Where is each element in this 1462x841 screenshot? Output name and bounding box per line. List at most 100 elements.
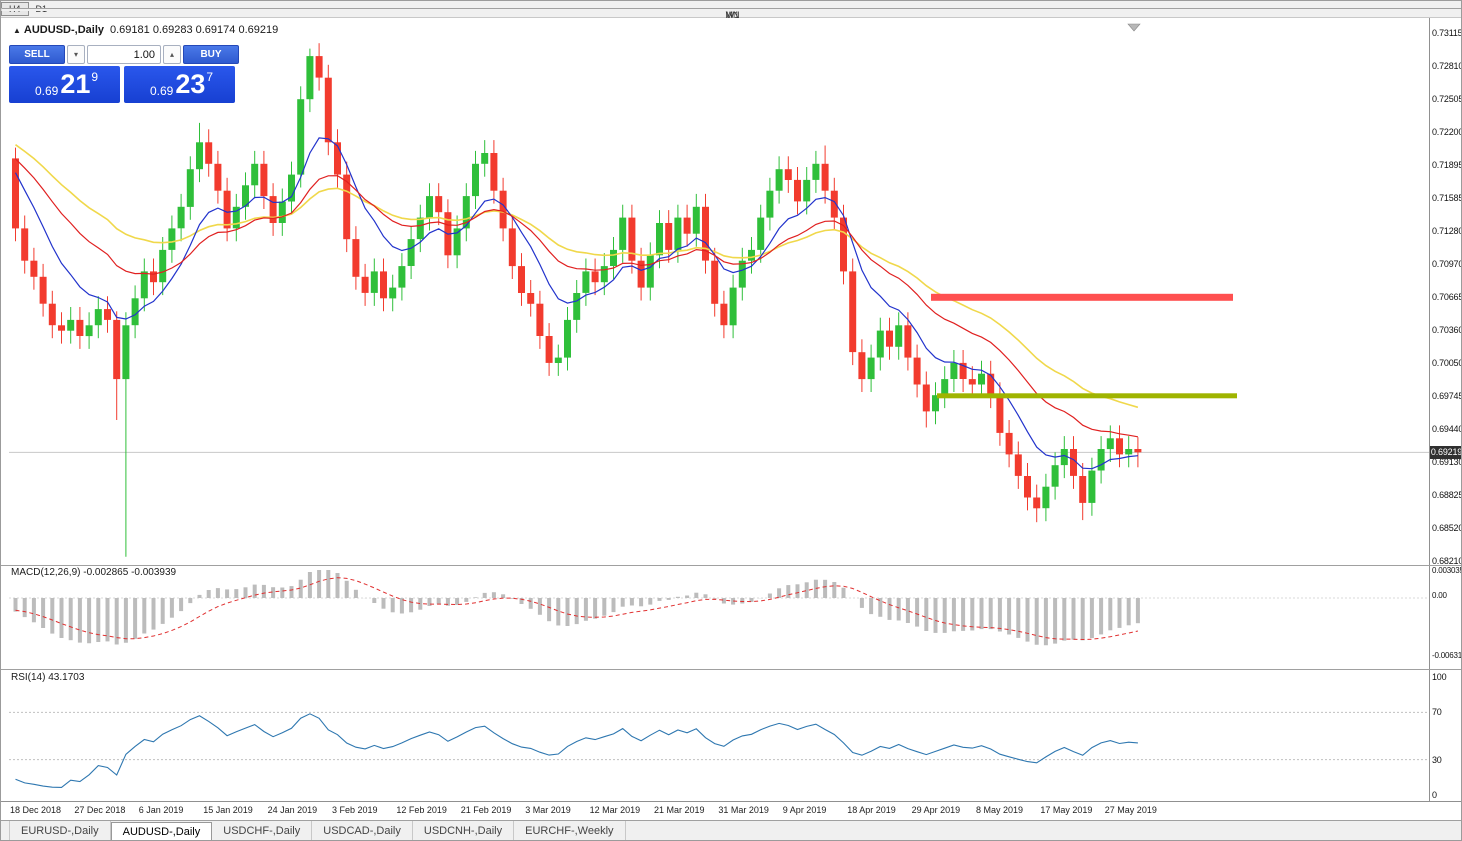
date-axis-label: 3 Feb 2019 <box>332 805 378 815</box>
candle-body <box>398 266 406 288</box>
date-axis-label: 27 May 2019 <box>1104 805 1157 815</box>
buy-price-main: 23 <box>175 69 206 99</box>
candle-body <box>748 249 755 261</box>
chart-shift-marker-icon[interactable] <box>1127 23 1141 32</box>
candle-body <box>168 228 176 250</box>
volume-input[interactable] <box>87 45 161 64</box>
panel-separator <box>1 565 1461 566</box>
rsi-line <box>15 713 1138 788</box>
trade-controls-row: SELL ▾ ▴ BUY <box>9 45 239 64</box>
price-scale-label: 0.70970 <box>1432 259 1462 269</box>
candle-body <box>1125 449 1133 455</box>
candle-body <box>324 77 332 143</box>
rsi-name: RSI(14) <box>11 672 46 683</box>
macd-values: -0.002865 -0.003939 <box>83 567 177 578</box>
candles <box>12 43 1142 557</box>
ma-medium-line <box>15 158 1139 438</box>
candle-body <box>113 319 121 380</box>
price-scale-label: 0.72505 <box>1432 94 1462 104</box>
price-scale[interactable] <box>1429 17 1461 801</box>
candle-body <box>619 217 627 250</box>
candle-body <box>1005 432 1013 455</box>
timeframe-mn-button[interactable]: MN <box>1 7 1461 20</box>
chart-tab-usdchf[interactable]: USDCHF-,Daily <box>212 821 313 840</box>
candle-body <box>591 271 599 283</box>
price-scale-label: 0.70665 <box>1432 292 1462 302</box>
candle-body <box>803 179 811 202</box>
price-scale-label: 0.72200 <box>1432 127 1462 137</box>
candle-body <box>67 319 75 331</box>
buy-button[interactable]: BUY <box>183 45 239 64</box>
candle-body <box>1106 438 1114 450</box>
price-scale-label: 0.68825 <box>1432 490 1462 500</box>
candle-body <box>389 287 397 299</box>
candle-body <box>610 249 617 266</box>
price-scale-label: 0.71895 <box>1432 160 1462 170</box>
date-axis-label: 6 Jan 2019 <box>138 805 184 815</box>
chart-ohlc-values: 0.69181 0.69283 0.69174 0.69219 <box>110 24 279 36</box>
candle-body <box>269 196 277 223</box>
macd-scale-label: -0.006310 <box>1432 651 1462 660</box>
ma-fast-line <box>14 137 1138 470</box>
candle-body <box>674 217 682 250</box>
candle-body <box>1079 476 1087 503</box>
candle-body <box>380 271 387 299</box>
support-line[interactable] <box>937 393 1237 399</box>
date-axis-label: 21 Mar 2019 <box>654 805 705 815</box>
candle-body <box>150 271 157 283</box>
rsi-label: RSI(14) 43.1703 <box>11 672 84 683</box>
candle-body <box>278 201 286 223</box>
candle-body <box>462 196 470 229</box>
sell-price-box[interactable]: 0.69 21 9 <box>9 66 120 103</box>
candle-body <box>968 379 976 385</box>
candle-body <box>214 163 222 191</box>
candle-body <box>711 260 719 304</box>
buy-price-prefix: 0.69 <box>149 84 174 98</box>
trade-prices-row: 0.69 21 9 0.69 23 7 <box>9 66 235 103</box>
date-axis-label: 12 Mar 2019 <box>589 805 641 815</box>
chart-tab-usdcnh[interactable]: USDCNH-,Daily <box>413 821 515 840</box>
candle-body <box>720 303 728 326</box>
sell-price-prefix: 0.69 <box>34 84 59 98</box>
volume-decrease-button[interactable]: ▾ <box>67 45 85 64</box>
candle-body <box>499 190 507 229</box>
date-axis-label: 31 Mar 2019 <box>718 805 769 815</box>
candle-body <box>518 266 525 293</box>
chart-tab-usdcad[interactable]: USDCAD-,Daily <box>312 821 413 840</box>
candle-body <box>757 217 765 250</box>
chart-tab-eurchf[interactable]: EURCHF-,Weekly <box>514 821 626 840</box>
candle-body <box>895 325 903 347</box>
chart-tab-audusd[interactable]: AUDUSD-,Daily <box>110 822 213 840</box>
candle-body <box>545 336 553 363</box>
buy-price-box[interactable]: 0.69 23 7 <box>124 66 235 103</box>
price-scale-label: 0.73115 <box>1432 28 1462 38</box>
down-arrow-icon: ▾ <box>73 50 78 59</box>
candle-body <box>1014 454 1022 476</box>
candle-body <box>21 228 29 261</box>
candle-body <box>1024 476 1031 498</box>
chart-tab-eurusd[interactable]: EURUSD-,Daily <box>9 821 111 840</box>
price-scale-label: 0.71585 <box>1432 193 1462 203</box>
candle-body <box>886 330 893 347</box>
candle-body <box>1070 449 1077 476</box>
date-axis[interactable] <box>1 801 1461 821</box>
date-axis-label: 18 Apr 2019 <box>847 805 896 815</box>
macd-scale-label: 0.003035 <box>1432 566 1462 575</box>
volume-increase-button[interactable]: ▴ <box>163 45 181 64</box>
one-click-trading-panel: SELL ▾ ▴ BUY 0.69 21 9 0.69 23 7 <box>9 45 239 103</box>
candle-body <box>950 362 958 379</box>
price-scale-label: 0.68210 <box>1432 556 1462 566</box>
candle-body <box>738 260 746 288</box>
resistance-line[interactable] <box>931 293 1233 301</box>
sell-button[interactable]: SELL <box>9 45 65 64</box>
candle-body <box>140 271 148 299</box>
candle-body <box>186 169 194 207</box>
candle-body <box>260 163 268 197</box>
candle-body <box>702 206 709 261</box>
candle-body <box>775 169 783 191</box>
candle-body <box>472 163 479 197</box>
candle-body <box>407 239 415 266</box>
candle-body <box>1051 465 1059 487</box>
